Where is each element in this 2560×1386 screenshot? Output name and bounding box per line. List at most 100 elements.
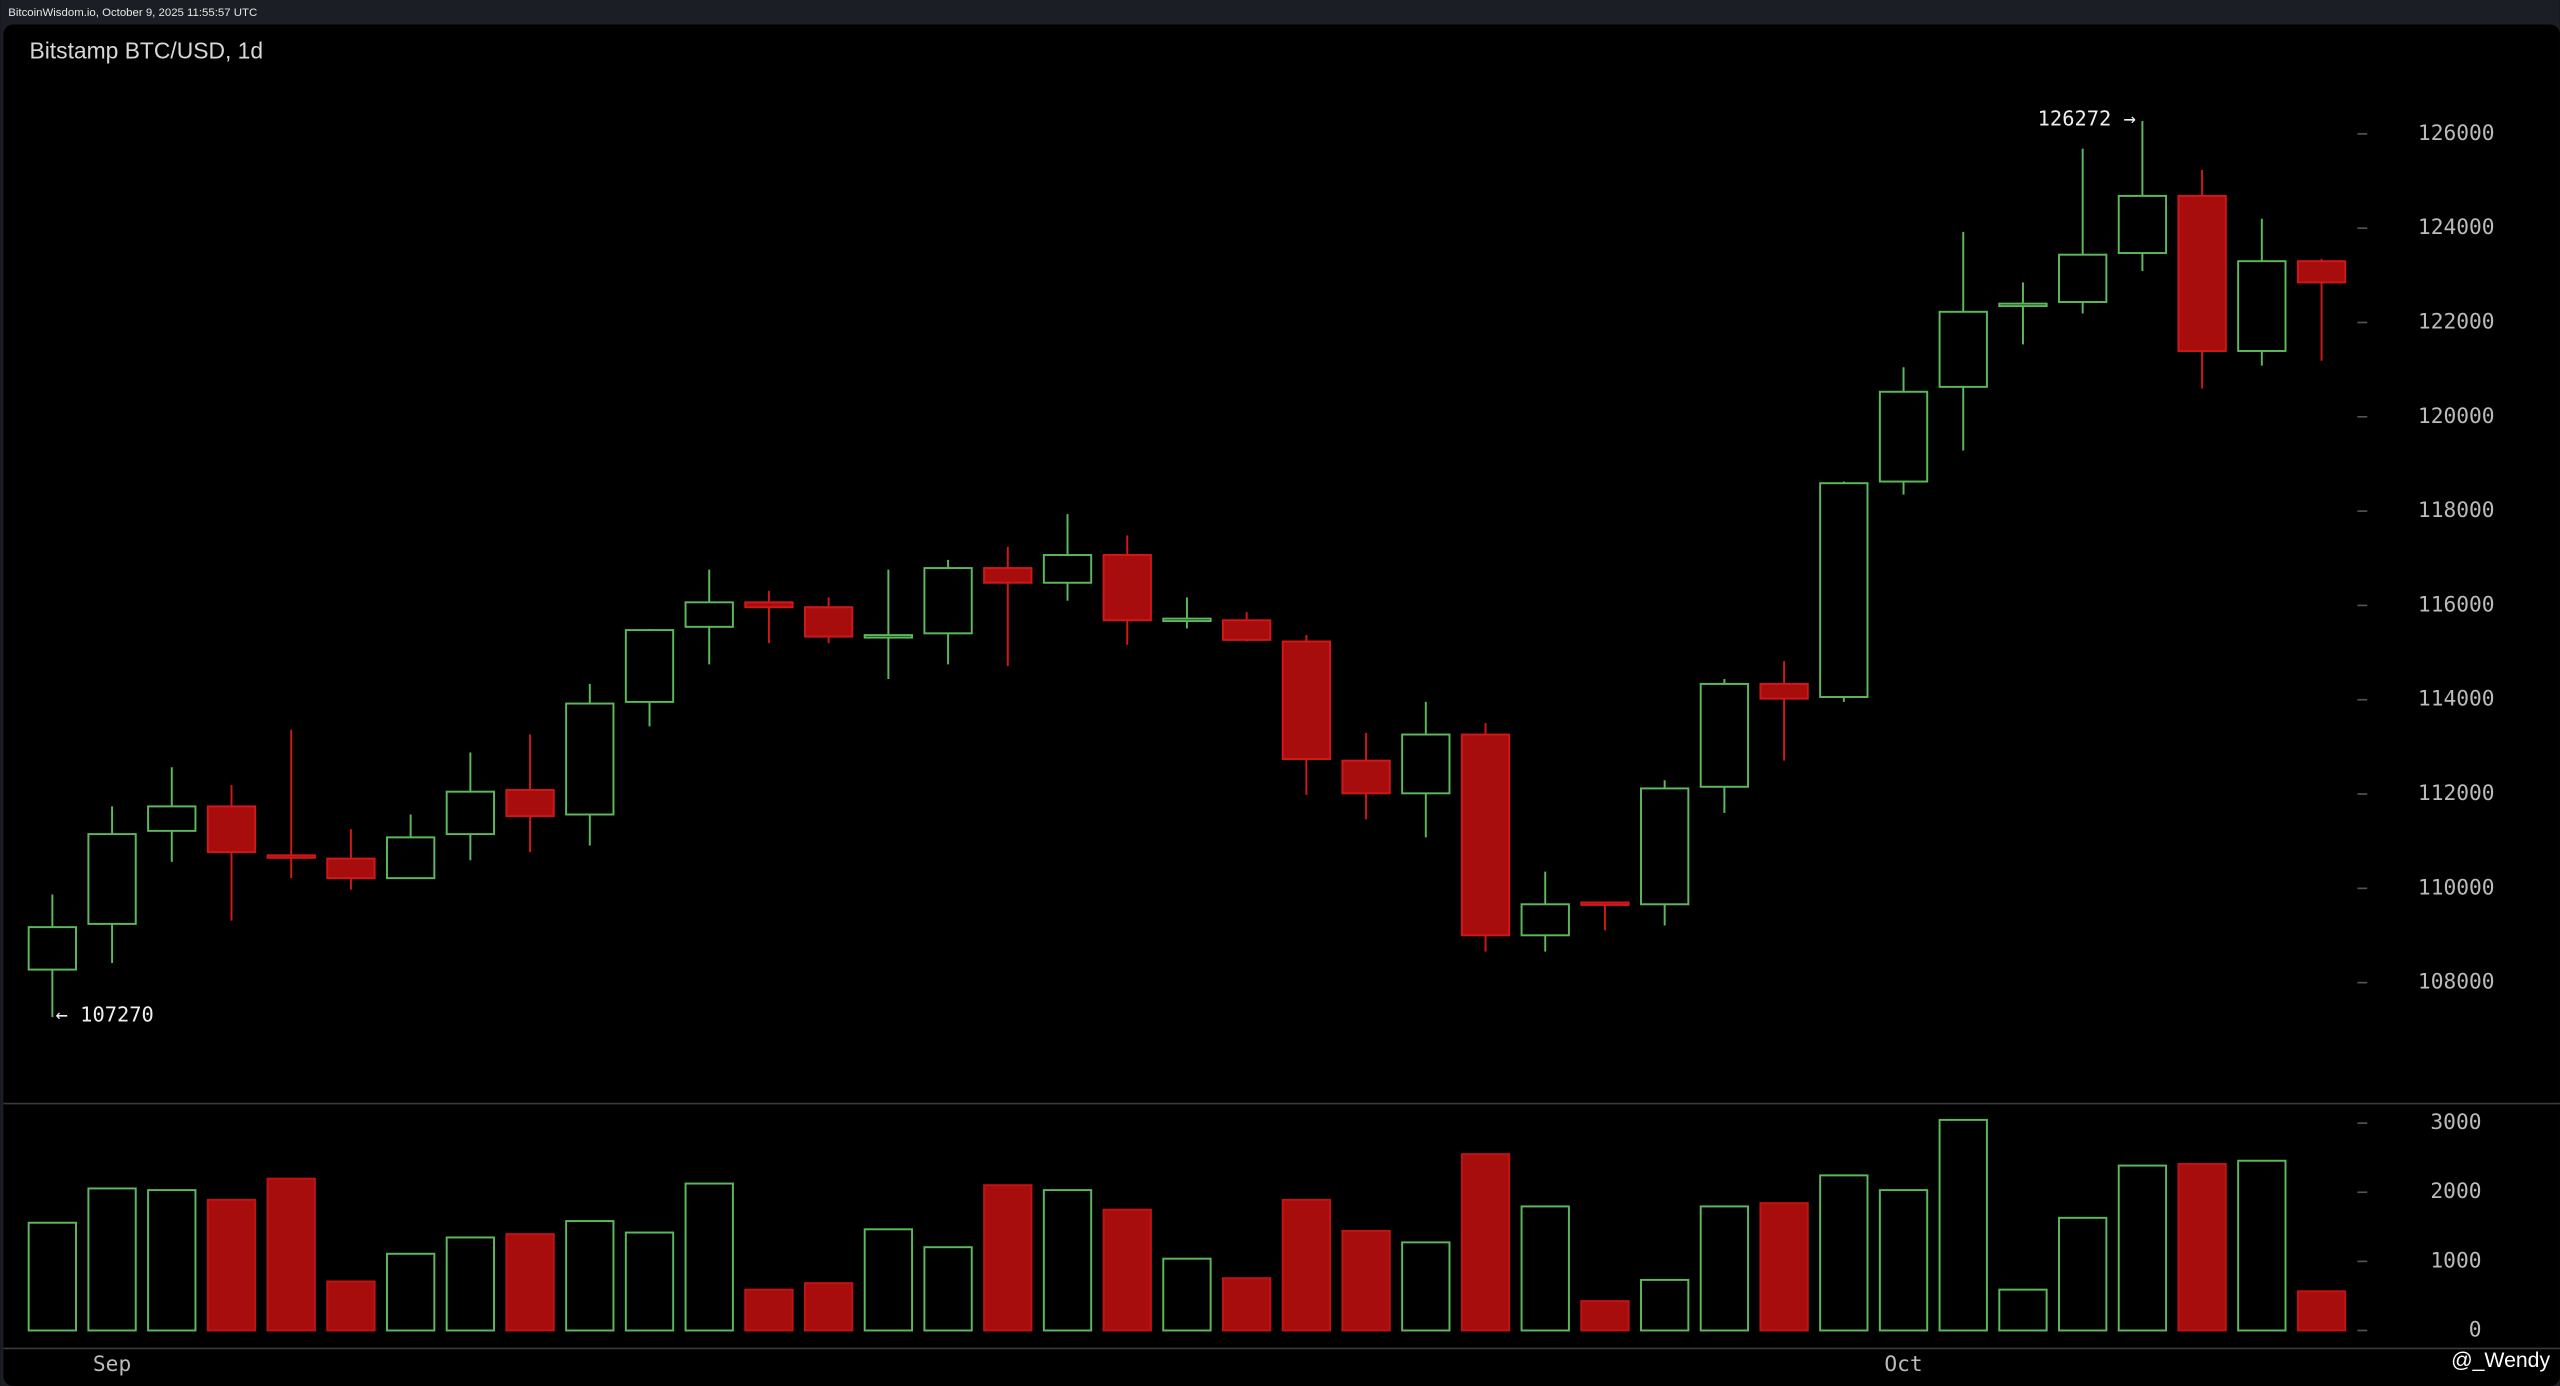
candle-body: [2177, 194, 2227, 352]
annotation: ← 107270: [56, 1002, 154, 1026]
volume-bar: [565, 1220, 615, 1332]
header-source: BitcoinWisdom.io, October 9, 2025 11:55:…: [8, 7, 257, 19]
volume-bar: [1640, 1278, 1690, 1332]
volume-bar: [983, 1184, 1033, 1332]
volume-bar: [87, 1187, 137, 1332]
candle-body: [1281, 640, 1332, 761]
y-tick-label: 110000: [2418, 875, 2495, 900]
volume-bar: [863, 1228, 914, 1332]
volume-bar: [2177, 1163, 2227, 1332]
volume-bar: [505, 1233, 555, 1332]
candle-body: [326, 857, 376, 880]
volume-bar: [266, 1177, 316, 1332]
volume-bar: [1281, 1198, 1332, 1332]
y-tick-label: 1000: [2430, 1248, 2481, 1273]
candle-body: [1162, 617, 1212, 623]
candle-body: [1042, 554, 1093, 584]
volume-bar: [624, 1231, 675, 1332]
candle-body: [385, 836, 436, 880]
watermark: @_Wendy: [2451, 1349, 2550, 1372]
candle-body: [565, 702, 615, 816]
candle-body: [1341, 759, 1391, 795]
candle-body: [1878, 390, 1929, 483]
y-tick-label: 114000: [2418, 687, 2495, 712]
volume-bar: [1938, 1118, 1988, 1332]
volume-bar: [1759, 1202, 1809, 1332]
volume-bar: [684, 1182, 734, 1332]
candle-body: [505, 789, 555, 818]
volume-bar: [1162, 1257, 1212, 1332]
candle-body: [2296, 260, 2347, 284]
plot-panel: [3, 24, 2560, 1386]
y-tick-label: 126000: [2418, 121, 2495, 146]
volume-bar: [206, 1198, 257, 1332]
candle-body: [2058, 253, 2108, 303]
candle-body: [27, 926, 78, 971]
candle-body: [804, 606, 854, 638]
volume-bar: [385, 1252, 436, 1332]
candle-body: [1222, 619, 1272, 641]
candle-body: [206, 805, 257, 854]
volume-bar: [2296, 1290, 2347, 1332]
volume-bar: [1042, 1189, 1093, 1332]
volume-bar: [1520, 1205, 1570, 1332]
volume-bar: [804, 1282, 854, 1332]
volume-bar: [1341, 1229, 1391, 1332]
volume-bar: [1102, 1208, 1152, 1332]
candle-body: [624, 629, 675, 703]
candle-body: [1520, 903, 1570, 937]
candle-body: [1759, 682, 1809, 700]
x-tick-label: Sep: [93, 1352, 131, 1377]
candle-body: [983, 567, 1033, 584]
y-tick-label: 112000: [2418, 781, 2495, 806]
y-tick-label: 118000: [2418, 498, 2495, 523]
y-tick-label: 122000: [2418, 309, 2495, 334]
volume-bar: [1460, 1153, 1511, 1332]
y-tick-label: 124000: [2418, 215, 2495, 240]
candle-body: [1580, 901, 1630, 906]
candle-body: [1401, 733, 1451, 795]
volume-bar: [27, 1221, 78, 1332]
volume-bar: [1580, 1300, 1630, 1332]
volume-bar: [147, 1189, 197, 1332]
candle-body: [1699, 682, 1750, 788]
volume-bar: [1998, 1288, 2048, 1332]
volume-bar: [1401, 1241, 1451, 1332]
volume-bar: [1878, 1189, 1929, 1332]
candle-body: [147, 805, 197, 832]
candle-body: [2117, 194, 2168, 255]
candle-body: [1460, 733, 1511, 937]
volume-bar: [1222, 1277, 1272, 1332]
y-tick-label: 2000: [2430, 1179, 2481, 1204]
candle-body: [266, 854, 316, 859]
candle-body: [1102, 554, 1152, 622]
annotation: 126272 →: [2038, 106, 2136, 130]
volume-bar: [923, 1246, 973, 1332]
candle-body: [1819, 482, 1869, 698]
volume-bar: [744, 1288, 794, 1332]
candle-body: [744, 601, 794, 609]
chart-title: Bitstamp BTC/USD, 1d: [29, 37, 263, 63]
y-tick-label: 108000: [2418, 970, 2495, 995]
candle-body: [923, 567, 973, 635]
candle-body: [863, 634, 914, 639]
volume-bar: [2237, 1159, 2287, 1332]
volume-bar: [1699, 1205, 1750, 1332]
x-tick-label: Oct: [1884, 1352, 1922, 1377]
volume-bar: [2058, 1216, 2108, 1332]
volume-bar: [2117, 1164, 2168, 1332]
candle-body: [1640, 787, 1690, 906]
y-tick-label: 3000: [2430, 1110, 2481, 1135]
candle-body: [684, 601, 734, 628]
volume-bar: [326, 1280, 376, 1332]
volume-bar: [445, 1236, 496, 1332]
candle-body: [1938, 310, 1988, 388]
candle-body: [2237, 260, 2287, 352]
y-tick-label: 0: [2469, 1317, 2482, 1342]
y-tick-label: 116000: [2418, 592, 2495, 617]
y-tick-label: 120000: [2418, 404, 2495, 429]
candle-body: [445, 790, 496, 836]
candle-body: [87, 833, 137, 925]
